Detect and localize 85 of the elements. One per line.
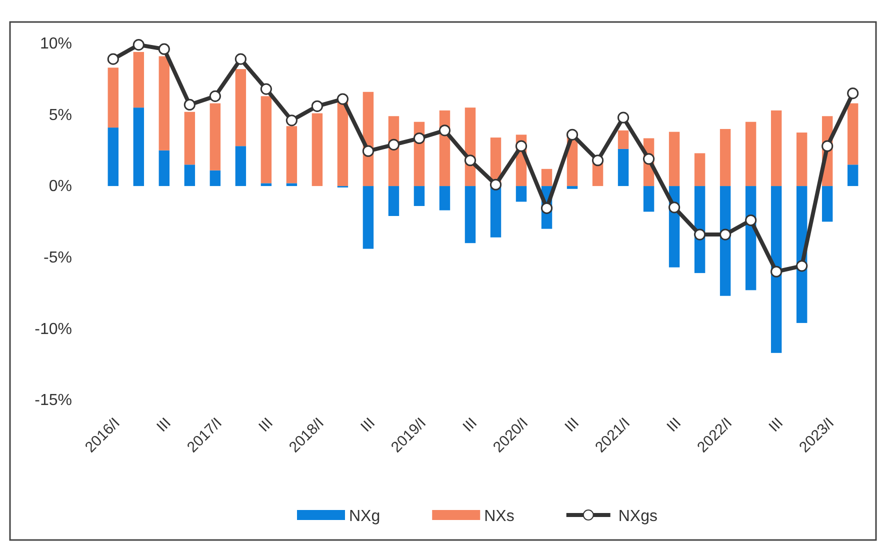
x-tick-label: III	[766, 414, 787, 436]
y-tick-label: 0%	[48, 178, 72, 196]
point	[668, 202, 680, 214]
point	[592, 154, 604, 166]
bar	[516, 186, 527, 202]
point	[388, 138, 400, 150]
point	[234, 53, 246, 65]
y-tick-label: -5%	[44, 249, 72, 266]
bar	[643, 186, 654, 212]
point	[132, 39, 144, 51]
point	[796, 260, 808, 272]
x-tick-label: III	[460, 414, 480, 436]
point	[413, 132, 426, 144]
bar	[235, 146, 246, 186]
x-tick-label: III	[358, 414, 378, 436]
bar	[796, 132, 808, 186]
bar	[133, 108, 144, 186]
y-tick-label: -10%	[34, 320, 72, 338]
legend-label: NXgs	[618, 508, 658, 525]
point	[694, 228, 706, 240]
x-tick-label: III	[256, 414, 276, 436]
bar	[133, 52, 144, 108]
point	[617, 112, 630, 124]
bar	[720, 128, 731, 186]
bar	[388, 186, 400, 216]
bar	[158, 56, 170, 150]
point	[643, 153, 655, 165]
bar	[108, 128, 119, 186]
bar	[108, 68, 119, 128]
bar	[312, 113, 323, 186]
y-tick-label: -15%	[34, 392, 72, 410]
point	[209, 90, 221, 102]
bar	[618, 148, 629, 186]
bar	[158, 150, 170, 186]
point	[311, 100, 323, 112]
legend-label: NXs	[484, 508, 514, 525]
point	[286, 114, 298, 126]
point	[107, 53, 119, 65]
bar	[210, 170, 221, 186]
bar	[286, 183, 298, 186]
bar	[770, 110, 782, 186]
bar	[184, 112, 196, 165]
bar	[770, 186, 782, 353]
bar	[235, 69, 246, 146]
bar	[822, 186, 833, 222]
bar	[541, 168, 552, 186]
bar	[439, 186, 450, 210]
x-tick-label: III	[154, 414, 174, 436]
bar	[694, 153, 706, 186]
x-tick-label: III	[562, 414, 583, 436]
bar	[184, 164, 196, 186]
bar	[286, 126, 298, 184]
point	[158, 43, 170, 55]
bar	[847, 164, 858, 186]
point	[745, 214, 757, 226]
bar	[566, 186, 578, 189]
point	[720, 228, 732, 240]
point	[566, 128, 578, 140]
point	[515, 140, 528, 152]
legend-label: NXg	[349, 508, 380, 525]
bar	[414, 186, 425, 206]
point	[438, 124, 451, 136]
point	[362, 145, 374, 157]
point	[336, 93, 349, 105]
point	[490, 178, 502, 190]
bar	[847, 103, 858, 165]
bar	[668, 132, 680, 186]
y-tick-label: 10%	[40, 36, 72, 53]
bar	[260, 96, 272, 184]
bar	[618, 130, 629, 149]
bar	[260, 183, 272, 186]
bar	[464, 186, 476, 244]
bar	[210, 103, 221, 170]
bar	[745, 122, 756, 186]
bar	[490, 186, 502, 238]
y-tick-label: 5%	[48, 106, 72, 124]
point	[770, 266, 782, 278]
point	[464, 154, 476, 166]
point	[260, 83, 272, 95]
point	[822, 140, 834, 152]
point	[184, 98, 196, 111]
x-tick-label: III	[664, 414, 685, 436]
point	[540, 202, 553, 214]
bar	[362, 186, 374, 249]
point	[847, 88, 859, 100]
